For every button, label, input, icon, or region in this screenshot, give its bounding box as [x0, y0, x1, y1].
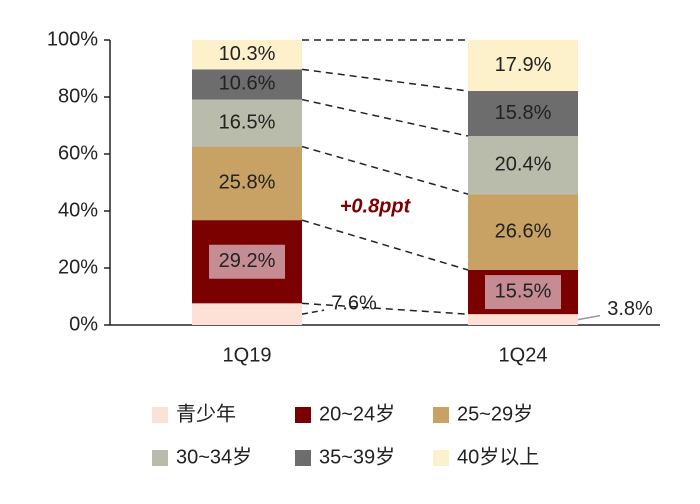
bar-segment	[468, 314, 578, 325]
label-box	[485, 275, 561, 310]
x-tick-label: 1Q24	[499, 344, 548, 366]
bar-segment	[468, 91, 578, 137]
bar-segment	[192, 40, 302, 70]
data-label: 17.9%	[495, 54, 552, 76]
leader-line	[577, 314, 601, 321]
legend-swatch	[433, 450, 449, 466]
data-label: 20.4%	[495, 153, 552, 175]
legend-label: 35~39岁	[319, 445, 395, 468]
bar-segment	[468, 136, 578, 195]
data-label: 15.5%	[495, 280, 552, 302]
y-tick-label: 20%	[58, 256, 98, 278]
bar-segment	[468, 40, 578, 92]
y-tick-label: 80%	[58, 85, 98, 107]
legend-label: 30~34岁	[176, 445, 252, 468]
y-tick-label: 100%	[47, 28, 98, 50]
legend-label: 40岁以上	[457, 445, 539, 468]
legend-swatch	[433, 407, 449, 423]
annotation: +0.8ppt	[340, 195, 412, 217]
data-label: 10.6%	[219, 73, 276, 95]
bar-segment	[192, 69, 302, 100]
y-tick-label: 60%	[58, 142, 98, 164]
data-label: 16.5%	[219, 111, 276, 133]
connector	[301, 219, 469, 271]
data-label: 26.6%	[495, 220, 552, 242]
legend-swatch	[295, 450, 311, 466]
data-label: 25.8%	[219, 172, 276, 194]
legend-label: 20~24岁	[319, 402, 395, 425]
y-tick-label: 40%	[58, 199, 98, 221]
bar-segment	[192, 146, 302, 221]
leader-line	[301, 309, 325, 315]
legend-swatch	[295, 407, 311, 423]
legend-label: 25~29岁	[457, 402, 533, 425]
bar-segment	[468, 194, 578, 270]
data-label: 15.8%	[495, 102, 552, 124]
legend-swatch	[152, 407, 168, 423]
label-box	[209, 244, 285, 279]
data-label: 10.3%	[219, 43, 276, 65]
y-tick-label: 0%	[69, 313, 98, 335]
x-tick-label: 1Q19	[223, 344, 272, 366]
data-label: 29.2%	[219, 250, 276, 272]
data-label: 7.6%	[331, 292, 377, 314]
bar-segment	[192, 99, 302, 147]
connector	[301, 68, 469, 92]
connector	[301, 145, 469, 195]
connector	[301, 302, 469, 315]
legend-swatch	[152, 450, 168, 466]
connector	[301, 98, 469, 137]
bar-segment	[192, 303, 302, 325]
legend-label: 青少年	[176, 402, 236, 425]
data-label: 3.8%	[607, 298, 653, 320]
